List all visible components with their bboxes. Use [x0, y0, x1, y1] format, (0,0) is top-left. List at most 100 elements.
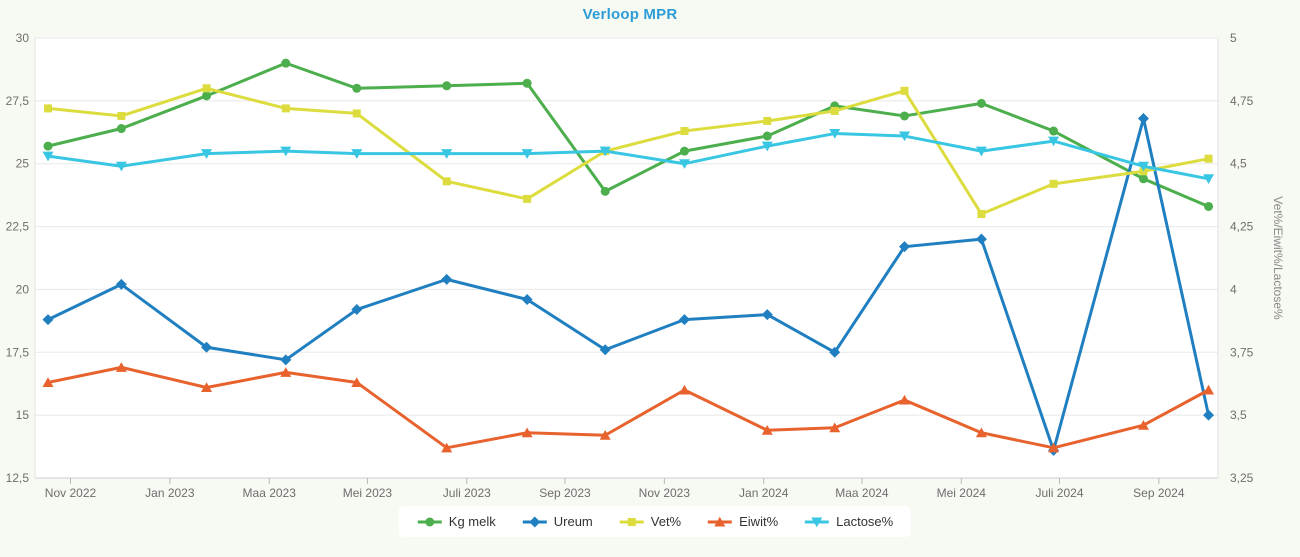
x-axis-tick-label: Jan 2024: [739, 486, 789, 500]
point-marker: [44, 104, 53, 113]
point-marker: [115, 278, 127, 290]
eiwit-marker-icon: [708, 516, 733, 526]
left-axis-tick-label: 12,5: [6, 471, 30, 485]
chart-title: Verloop MPR: [582, 6, 678, 23]
point-marker: [899, 394, 911, 405]
point-marker: [42, 151, 54, 162]
right-axis-title: Vet%/Eiwit%/Lactose%: [1271, 196, 1285, 320]
point-marker: [201, 382, 213, 392]
point-marker: [714, 516, 726, 526]
point-marker: [1048, 442, 1060, 453]
series-ureum: [42, 112, 1215, 456]
kg-melk-marker-icon: [417, 517, 442, 526]
point-marker: [116, 124, 126, 134]
point-marker: [761, 309, 773, 321]
point-marker: [425, 517, 435, 526]
point-marker: [976, 98, 986, 108]
point-marker: [680, 127, 689, 136]
point-marker: [115, 362, 127, 372]
series-line: [46, 365, 1211, 450]
point-marker: [115, 161, 127, 172]
legend-label: Ureum: [553, 514, 593, 529]
x-axis-tick-label: Sep 2024: [1133, 486, 1185, 500]
point-marker: [900, 111, 910, 121]
point-marker: [43, 141, 53, 151]
point-marker: [1137, 420, 1149, 430]
point-marker: [529, 516, 541, 527]
point-marker: [829, 346, 841, 358]
vet-marker-icon: [619, 517, 644, 526]
point-marker: [42, 377, 54, 387]
point-marker: [627, 517, 636, 526]
point-marker: [441, 273, 453, 285]
point-marker: [763, 116, 772, 125]
point-marker: [761, 425, 773, 435]
left-axis-tick-label: 27,5: [6, 94, 30, 108]
left-axis-tick-label: 17,5: [6, 345, 30, 359]
legend-label: Vet%: [650, 514, 682, 529]
x-axis-tick-label: Mei 2023: [343, 486, 393, 500]
legend-item-kg-melk[interactable]: Kg melk: [417, 514, 496, 529]
point-marker: [201, 341, 213, 353]
x-axis-tick-label: Maa 2024: [835, 486, 889, 500]
point-marker: [975, 233, 987, 245]
left-axis-tick-label: 30: [16, 31, 30, 45]
chart-plot: 30 27,5 25 22,5 20 17,5 15 12,5 5 4,75 4,5 4,25 4 3,7…: [6, 31, 1285, 500]
point-marker: [678, 159, 690, 169]
x-axis-tick-label: Nov 2023: [639, 486, 691, 500]
series-line: [46, 61, 1211, 208]
legend-item-eiwit[interactable]: Eiwit%: [707, 514, 778, 529]
point-marker: [811, 517, 823, 527]
point-marker: [829, 129, 841, 139]
legend-item-lactose[interactable]: Lactose%: [804, 514, 893, 529]
point-marker: [678, 384, 690, 395]
left-axis-tick-label: 20: [16, 282, 30, 296]
point-marker: [521, 149, 533, 159]
point-marker: [280, 146, 292, 157]
point-marker: [352, 83, 362, 93]
legend-label: Lactose%: [836, 514, 894, 529]
x-axis-tick-label: Jan 2023: [145, 486, 195, 500]
series-lactose: [42, 129, 1215, 184]
point-marker: [1138, 174, 1148, 184]
left-axis-tick-label: 25: [16, 157, 30, 171]
right-axis-tick-label: 3,5: [1230, 408, 1247, 422]
point-marker: [829, 422, 841, 433]
left-axis-tick-label: 15: [16, 408, 30, 422]
point-marker: [351, 304, 363, 316]
plot-area: [35, 38, 1218, 478]
point-marker: [442, 177, 451, 186]
legend-item-vet[interactable]: Vet%: [619, 514, 681, 529]
point-marker: [899, 241, 911, 253]
point-marker: [975, 427, 987, 438]
point-marker: [1048, 136, 1060, 147]
series-eiwit: [42, 362, 1215, 453]
point-marker: [1204, 154, 1213, 163]
point-marker: [1204, 201, 1214, 211]
series-line: [46, 132, 1211, 181]
point-marker: [202, 91, 212, 101]
point-marker: [600, 186, 610, 196]
point-marker: [899, 131, 911, 142]
lactose-marker-icon: [805, 517, 830, 527]
x-axis-tick-label: Juli 2024: [1035, 486, 1083, 500]
legend-label: Eiwit%: [739, 514, 779, 529]
point-marker: [521, 293, 533, 305]
point-marker: [1137, 161, 1149, 172]
x-axis-tick-label: Nov 2022: [45, 486, 97, 500]
point-marker: [442, 81, 452, 91]
point-marker: [351, 149, 363, 159]
point-marker: [523, 194, 532, 203]
point-marker: [1137, 112, 1149, 124]
point-marker: [117, 111, 126, 120]
right-axis-tick-label: 4,5: [1230, 157, 1247, 171]
legend-item-ureum[interactable]: Ureum: [522, 514, 593, 529]
x-axis-tick-label: Juli 2023: [443, 486, 491, 500]
point-marker: [762, 131, 772, 141]
point-marker: [1049, 179, 1058, 188]
right-axis-tick-label: 3,75: [1230, 345, 1254, 359]
point-marker: [761, 141, 773, 152]
x-axis-tick-label: Maa 2023: [243, 486, 297, 500]
legend-label: Kg melk: [448, 514, 496, 529]
